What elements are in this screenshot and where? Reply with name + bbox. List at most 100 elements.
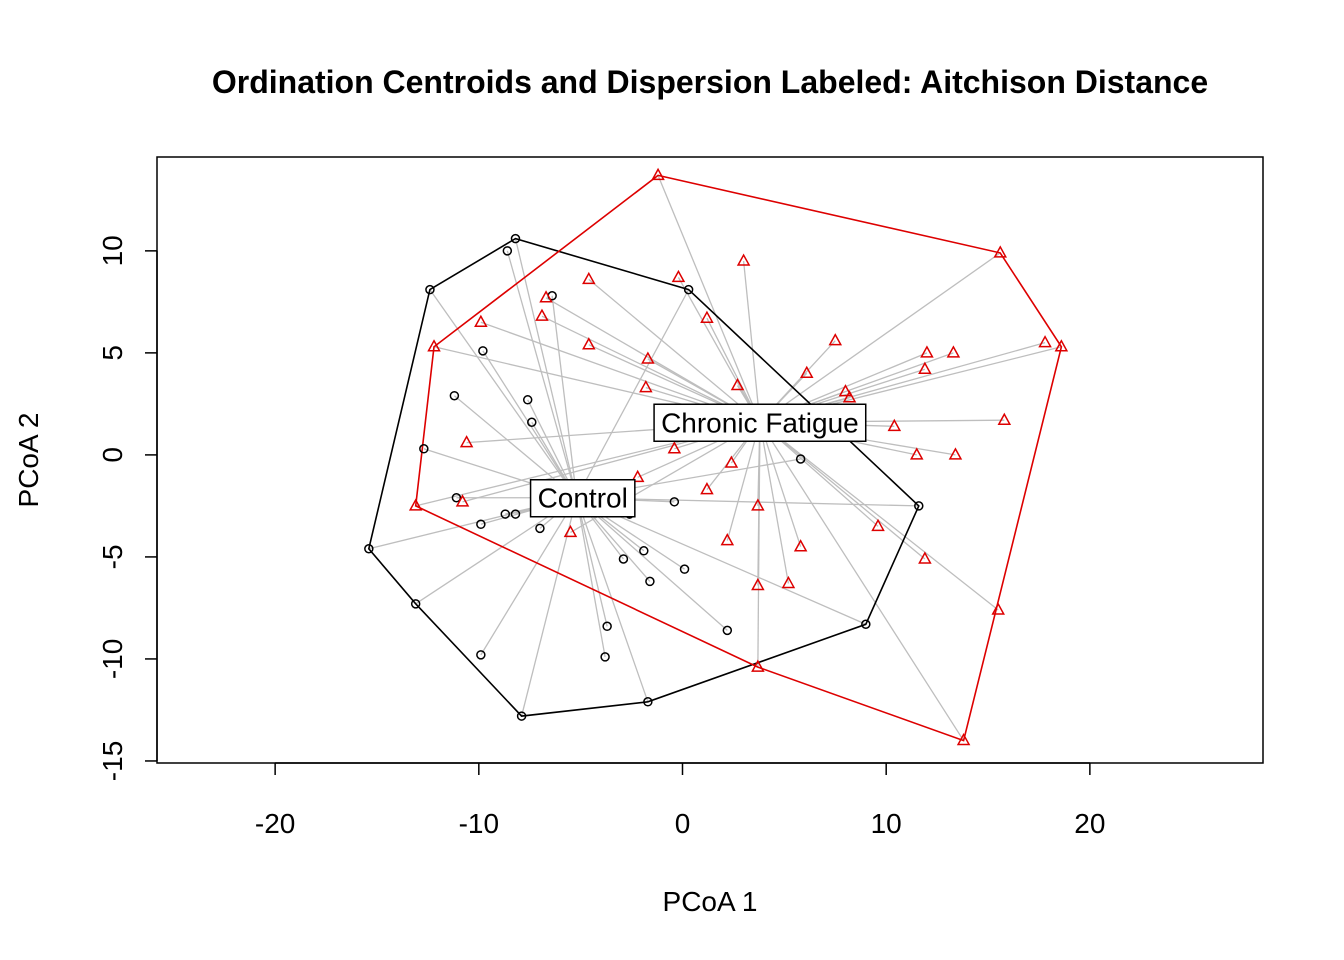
chronic-fatigue-point xyxy=(700,482,714,495)
control-point xyxy=(516,711,527,721)
chronic-fatigue-spider-line xyxy=(759,252,1001,423)
chronic-fatigue-hull xyxy=(414,174,1063,742)
control-label-bg xyxy=(529,478,636,518)
chronic-fatigue-point xyxy=(582,337,596,350)
control-spider-line xyxy=(575,497,608,627)
chronic-fatigue-point xyxy=(641,351,655,364)
control-point xyxy=(639,546,649,556)
chronic-fatigue-spider-line xyxy=(742,260,761,423)
plot-frame xyxy=(156,156,1264,764)
centroid-labels: Chronic Fatigue Control xyxy=(529,403,867,518)
chronic-fatigue-point xyxy=(455,494,470,507)
chronic-fatigue-label-box: Chronic Fatigue xyxy=(653,403,867,443)
chronic-fatigue-point xyxy=(539,290,553,303)
chronic-fatigue-point xyxy=(751,498,765,511)
chronic-fatigue-point xyxy=(720,533,735,546)
control-point xyxy=(795,454,806,464)
control-point xyxy=(683,284,694,295)
control-point xyxy=(669,497,680,507)
x-tick-label: -20 xyxy=(255,808,295,839)
chronic-fatigue-point xyxy=(736,253,751,266)
control-spider-line xyxy=(514,238,578,498)
chronic-fatigue-point xyxy=(667,441,682,454)
chronic-fatigue-point xyxy=(459,435,474,448)
control-label-box: Control xyxy=(529,478,636,518)
chart-title: Ordination Centroids and Dispersion Labe… xyxy=(212,64,1208,100)
chronic-fatigue-point xyxy=(871,518,885,532)
control-spider-line xyxy=(576,289,690,499)
y-axis: -15 -10 -5 0 5 10 xyxy=(97,235,158,781)
y-tick-label: 0 xyxy=(97,447,128,463)
chronic-fatigue-point xyxy=(946,345,961,358)
chronic-fatigue-point xyxy=(781,575,796,589)
chronic-fatigue-spider-line xyxy=(677,277,761,423)
chronic-fatigue-point xyxy=(639,380,653,393)
y-tick-label: -5 xyxy=(97,544,128,569)
chronic-fatigue-spider-line xyxy=(657,175,761,423)
control-point xyxy=(364,544,374,554)
chronic-fatigue-point xyxy=(427,339,441,352)
chronic-fatigue-point xyxy=(918,361,932,374)
control-point xyxy=(510,233,521,244)
control-hull xyxy=(367,237,920,717)
chronic-fatigue-point xyxy=(793,539,808,552)
chronic-fatigue-point xyxy=(408,498,423,511)
chronic-fatigue-spider-line xyxy=(759,421,965,741)
control-point xyxy=(914,501,924,511)
chronic-fatigue-spider-line xyxy=(759,421,999,611)
sample-points xyxy=(364,167,1069,746)
chronic-fatigue-point xyxy=(730,377,745,391)
chronic-fatigue-point xyxy=(997,412,1012,425)
x-tick-label: -10 xyxy=(459,808,499,839)
control-point xyxy=(679,564,690,574)
chronic-fatigue-point xyxy=(909,447,924,460)
chronic-fatigue-point xyxy=(651,167,665,181)
chronic-fatigue-point xyxy=(887,418,902,432)
chronic-fatigue-point xyxy=(918,551,932,564)
control-spider-line xyxy=(576,497,867,625)
y-tick-label: 5 xyxy=(97,345,128,361)
chronic-fatigue-point xyxy=(993,245,1008,258)
control-spider-line xyxy=(575,497,649,703)
control-point xyxy=(645,576,655,587)
control-spider-line xyxy=(520,497,578,717)
control-spider-line xyxy=(480,497,578,656)
control-point xyxy=(419,444,429,454)
control-spider-line xyxy=(429,289,578,499)
y-tick-label: -15 xyxy=(97,741,128,781)
control-point xyxy=(722,625,733,636)
chronic-fatigue-point xyxy=(671,269,686,283)
chronic-fatigue-point xyxy=(474,314,488,328)
spider-lines xyxy=(368,175,1062,741)
control-point xyxy=(600,652,610,662)
chronic-fatigue-point xyxy=(956,732,971,746)
y-tick-label: -10 xyxy=(97,639,128,679)
control-point xyxy=(527,417,537,428)
control-point xyxy=(449,390,460,401)
control-point xyxy=(502,246,513,256)
x-tick-label: 20 xyxy=(1074,808,1105,839)
control-point xyxy=(410,599,421,609)
control-spider-line xyxy=(482,350,578,499)
control-point xyxy=(643,697,653,707)
y-tick-label: 10 xyxy=(97,235,128,266)
control-point xyxy=(476,650,486,660)
chronic-fatigue-point xyxy=(582,271,596,285)
chronic-fatigue-point xyxy=(948,447,963,460)
chronic-fatigue-spider-line xyxy=(759,421,926,560)
chronic-fatigue-point xyxy=(751,659,765,672)
chronic-fatigue-point xyxy=(838,384,853,397)
chronic-fatigue-point xyxy=(630,469,645,483)
y-axis-label: PCoA 2 xyxy=(13,413,44,508)
x-tick-label: 0 xyxy=(675,808,691,839)
group-hulls xyxy=(367,174,1063,742)
chronic-fatigue-label: Chronic Fatigue xyxy=(661,407,859,438)
control-point xyxy=(510,509,521,519)
chronic-fatigue-point xyxy=(751,577,765,591)
control-point xyxy=(425,284,435,295)
chronic-fatigue-point xyxy=(1054,339,1069,352)
chronic-fatigue-point xyxy=(724,455,739,468)
chronic-fatigue-spider-line xyxy=(757,422,761,668)
chronic-fatigue-spider-line xyxy=(759,422,790,584)
